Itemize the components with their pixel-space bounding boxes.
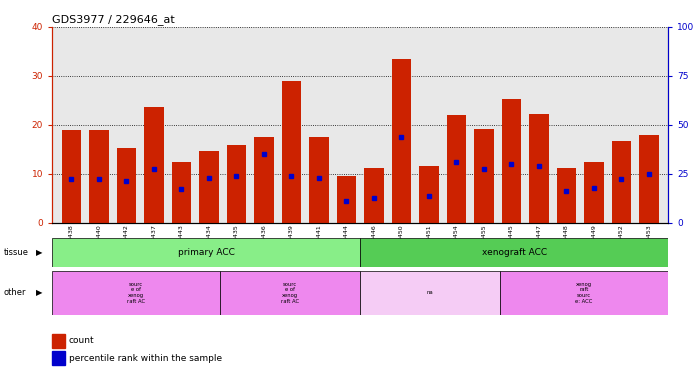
Text: other: other xyxy=(3,288,26,297)
Bar xyxy=(220,271,361,315)
Bar xyxy=(557,168,576,223)
Bar xyxy=(117,148,136,223)
Bar xyxy=(62,130,81,223)
Bar xyxy=(392,59,411,223)
Text: ▶: ▶ xyxy=(36,288,42,297)
Bar xyxy=(254,137,274,223)
Bar xyxy=(500,271,668,315)
Bar xyxy=(502,99,521,223)
Bar xyxy=(361,271,500,315)
Bar xyxy=(361,238,668,267)
Bar xyxy=(364,168,383,223)
Bar xyxy=(89,130,109,223)
Bar xyxy=(172,162,191,223)
Text: GDS3977 / 229646_at: GDS3977 / 229646_at xyxy=(52,14,175,25)
Text: ▶: ▶ xyxy=(36,248,42,257)
Bar xyxy=(282,81,301,223)
Bar xyxy=(419,166,438,223)
Text: xenog
raft
sourc
e: ACC: xenog raft sourc e: ACC xyxy=(576,281,593,304)
Bar xyxy=(447,116,466,223)
Text: na: na xyxy=(427,290,434,295)
Bar xyxy=(640,135,658,223)
Bar xyxy=(52,238,361,267)
Bar xyxy=(309,137,329,223)
Text: sourc
e of
xenog
raft AC: sourc e of xenog raft AC xyxy=(127,281,145,304)
Text: percentile rank within the sample: percentile rank within the sample xyxy=(69,354,222,363)
Bar xyxy=(337,176,356,223)
Bar xyxy=(584,162,603,223)
Bar xyxy=(144,107,164,223)
Text: sourc
e of
xenog
raft AC: sourc e of xenog raft AC xyxy=(281,281,299,304)
Bar xyxy=(199,151,219,223)
Text: primary ACC: primary ACC xyxy=(177,248,235,257)
Bar xyxy=(529,114,548,223)
Text: count: count xyxy=(69,336,95,346)
Bar xyxy=(612,141,631,223)
Text: xenograft ACC: xenograft ACC xyxy=(482,248,547,257)
Bar xyxy=(474,129,493,223)
Text: tissue: tissue xyxy=(3,248,29,257)
Bar xyxy=(227,145,246,223)
Bar xyxy=(52,271,220,315)
